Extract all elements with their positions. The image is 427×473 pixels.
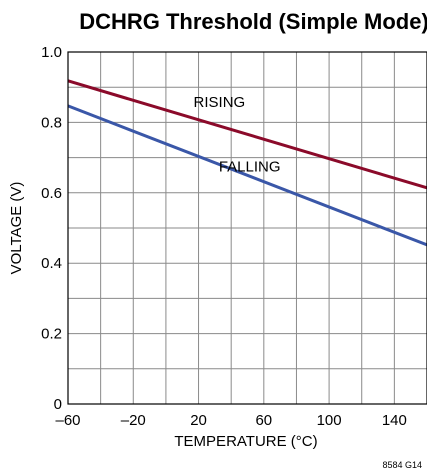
tick-labels: –60 –20 20 60 100 140 0 0.2 0.4 0.6 0.8 1.0 — [41, 44, 407, 429]
x-tick-label: 60 — [255, 412, 272, 429]
y-tick-label: 0.2 — [41, 326, 62, 343]
y-axis-label: VOLTAGE (V) — [8, 182, 25, 275]
y-tick-label: 0.8 — [41, 114, 62, 131]
x-tick-label: 100 — [317, 412, 342, 429]
x-tick-label: 20 — [190, 412, 207, 429]
x-tick-label: –20 — [121, 412, 146, 429]
series-label-rising: RISING — [194, 94, 246, 111]
figure-note: 8584 G14 — [382, 460, 422, 470]
grid — [68, 52, 427, 404]
series-line-falling — [67, 104, 427, 247]
x-tick-label: 140 — [382, 412, 407, 429]
series-line-rising — [67, 79, 427, 190]
x-axis-label: TEMPERATURE (°C) — [174, 433, 317, 450]
y-tick-label: 1.0 — [41, 44, 62, 61]
chart-title: DCHRG Threshold (Simple Mode) — [79, 9, 427, 34]
plot-frame — [67, 51, 427, 405]
y-tick-label: 0 — [54, 396, 62, 413]
y-tick-label: 0.4 — [41, 255, 62, 272]
series-label-falling: FALLING — [219, 159, 281, 176]
series-group: RISING FALLING — [67, 79, 427, 247]
y-tick-label: 0.6 — [41, 185, 62, 202]
x-tick-label: –60 — [55, 412, 80, 429]
